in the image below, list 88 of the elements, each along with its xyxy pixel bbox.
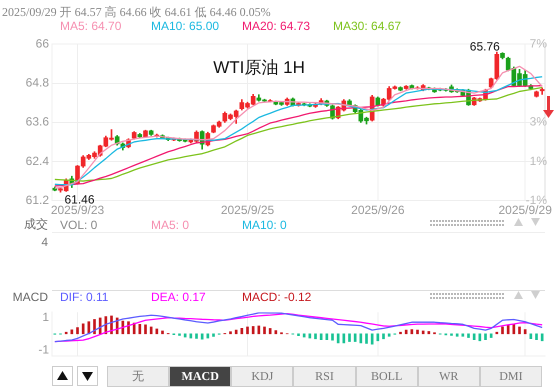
bar [240,328,244,334]
text: 成交 [23,216,48,233]
text: MA30: 64.67 [333,19,402,33]
y-tick-label: 66 [36,36,50,51]
bar [326,334,328,340]
legend-label: MA10: 0 [242,218,288,232]
series-label: DEA: 0.17 [151,290,207,304]
bar [348,334,351,342]
y-tick-label: -1 [38,342,50,356]
bar [206,334,210,338]
text: MA20: 64.73 [242,19,312,33]
y-tick-label: 64.8 [26,76,50,90]
bar [462,334,464,337]
bar [501,326,504,334]
bar [478,334,482,342]
bar [161,330,164,334]
bar [144,324,147,334]
bar [195,334,198,339]
bar [490,334,492,338]
bar [370,334,374,345]
bar [252,326,254,334]
bar [190,334,192,338]
text: 4 [41,235,48,249]
bar [82,323,84,334]
bar [76,327,79,334]
legend-label: VOL: 0 [60,218,98,232]
bar [365,334,368,344]
bar [258,326,260,334]
bar [530,334,532,340]
y-tick-label: 61.2 [26,192,50,207]
x-tick-label: 2025/9/26 [351,203,405,218]
bar [246,326,249,334]
legend-label: MA5: 0 [151,218,190,232]
text: KDJ [231,366,294,387]
bar [336,334,340,344]
text: MA5: 64.70 [60,19,122,33]
annotation: 65.76 [470,39,500,54]
text: DMI [480,366,542,387]
y-tick-label: 62.4 [26,154,50,168]
bar [212,334,215,337]
x-tick-label: 2025/9/25 [220,203,275,218]
bar [70,329,74,334]
bar [535,334,538,340]
bar [422,330,424,334]
bar [416,330,419,334]
bar [320,334,322,340]
bar [540,334,544,342]
text: WR [418,366,480,387]
bar [376,334,380,342]
bar [263,326,266,334]
y2-tick-label: 3% [530,114,548,129]
bar [150,326,152,334]
bar [184,334,186,338]
bar [467,334,470,338]
bar [200,334,204,340]
chart-subtitle: 2025/09/29 开 64.57 高 64.66 收 64.61 低 64.46 0.05% [2,4,271,21]
bar [156,328,158,334]
y-axis-title: MACD [12,290,48,304]
text: WTI原油 1H [213,57,305,80]
bar [302,334,306,338]
bar [484,334,487,340]
bar [331,334,334,340]
y-tick-label: 63.6 [26,114,50,129]
bar [388,334,390,337]
text: BOLL [356,366,418,387]
bar [456,334,458,337]
bar [360,334,362,344]
bar [342,334,346,344]
bar [354,334,356,342]
bar [268,328,272,334]
bar [518,326,521,334]
bar [308,334,312,338]
text: MACD [169,366,232,387]
text: 无 [107,366,170,387]
text: MA10: 65.00 [151,19,220,33]
series-label: DIF: 0.11 [60,290,110,304]
y2-tick-label: 7% [530,36,548,51]
series-label: MACD: -0.12 [242,290,312,304]
bar [428,331,430,334]
y2-tick-label: 1% [530,154,548,168]
y-tick-label: 1 [42,310,50,324]
text: RSI [293,366,356,387]
bar [399,332,402,334]
bar [314,334,317,340]
bar [382,334,385,340]
bar [229,331,232,334]
bar [138,324,142,334]
bar [472,334,476,340]
